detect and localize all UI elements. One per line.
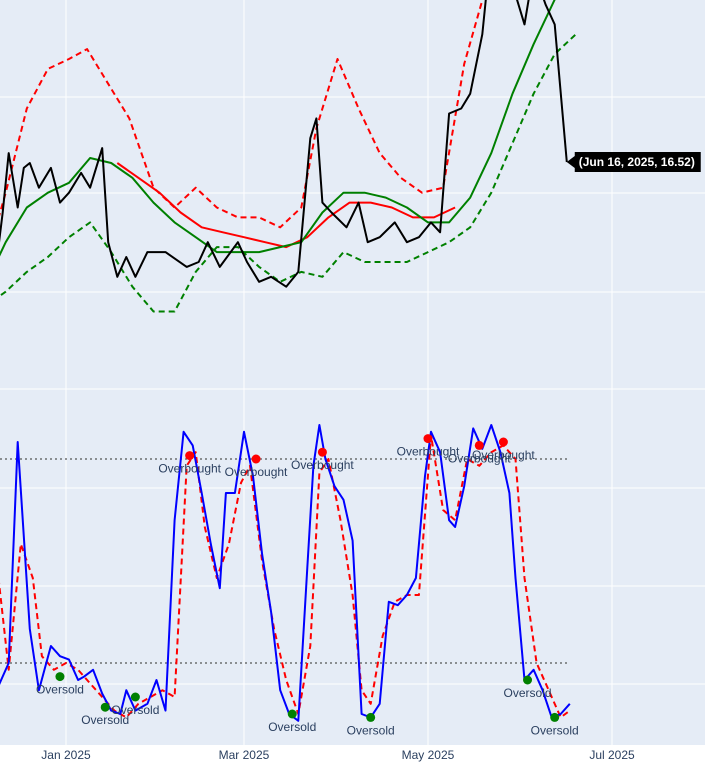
d_line-dashed-line — [0, 434, 571, 719]
price-solid-line-4 — [0, 0, 568, 288]
hover-tooltip-text: (Jun 16, 2025, 16.52) — [579, 155, 695, 169]
oversold-marker — [523, 675, 533, 685]
overbought-label: Overbought — [291, 458, 354, 472]
overbought-marker — [185, 451, 195, 461]
oversold-label: Oversold — [531, 723, 579, 737]
overbought-marker — [474, 440, 484, 450]
upper_band-dashed-line-2 — [0, 0, 484, 229]
oversold-label: Oversold — [111, 703, 159, 717]
oversold-marker — [55, 672, 65, 682]
oversold-marker — [100, 702, 110, 712]
x-tick-label-jan: Jan 2025 — [41, 748, 91, 762]
oversold-marker — [130, 692, 140, 702]
x-axis: Jan 2025 Mar 2025 May 2025 Jul 2025 — [41, 748, 635, 762]
oversold-label: Oversold — [268, 720, 316, 734]
overbought-label: Overbought — [472, 448, 535, 462]
overbought-marker — [317, 447, 327, 457]
hover-tooltip-box — [566, 152, 701, 172]
x-tick-label-may: May 2025 — [402, 748, 455, 762]
oversold-label: Oversold — [347, 723, 395, 737]
overbought-marker — [251, 454, 261, 464]
overbought-label: Overbought — [397, 445, 460, 459]
hover-tooltip: (Jun 16, 2025, 16.52) — [566, 152, 701, 172]
overbought-label: Overbought — [225, 465, 288, 479]
overbought-marker — [423, 434, 433, 444]
grid-layer — [0, 0, 705, 745]
overbought-label: Overbought — [158, 462, 221, 476]
overbought-marker — [498, 437, 508, 447]
middle_band-solid-line-3 — [0, 0, 556, 257]
oversold-label: Oversold — [504, 686, 552, 700]
oversold-label: Oversold — [81, 713, 129, 727]
oversold-label: Oversold — [36, 683, 84, 697]
x-tick-label-mar: Mar 2025 — [219, 748, 270, 762]
plot-background — [0, 0, 705, 745]
oversold-marker — [550, 712, 560, 722]
oscillator-panel: Overbought Overbought OverboughtOverbought… — [0, 424, 579, 737]
oversold-marker — [366, 712, 376, 722]
overbought-label: Overbought — [448, 451, 511, 465]
x-tick-label-jul: Jul 2025 — [589, 748, 635, 762]
price-panel — [0, 0, 577, 313]
oversold-marker — [287, 709, 297, 719]
